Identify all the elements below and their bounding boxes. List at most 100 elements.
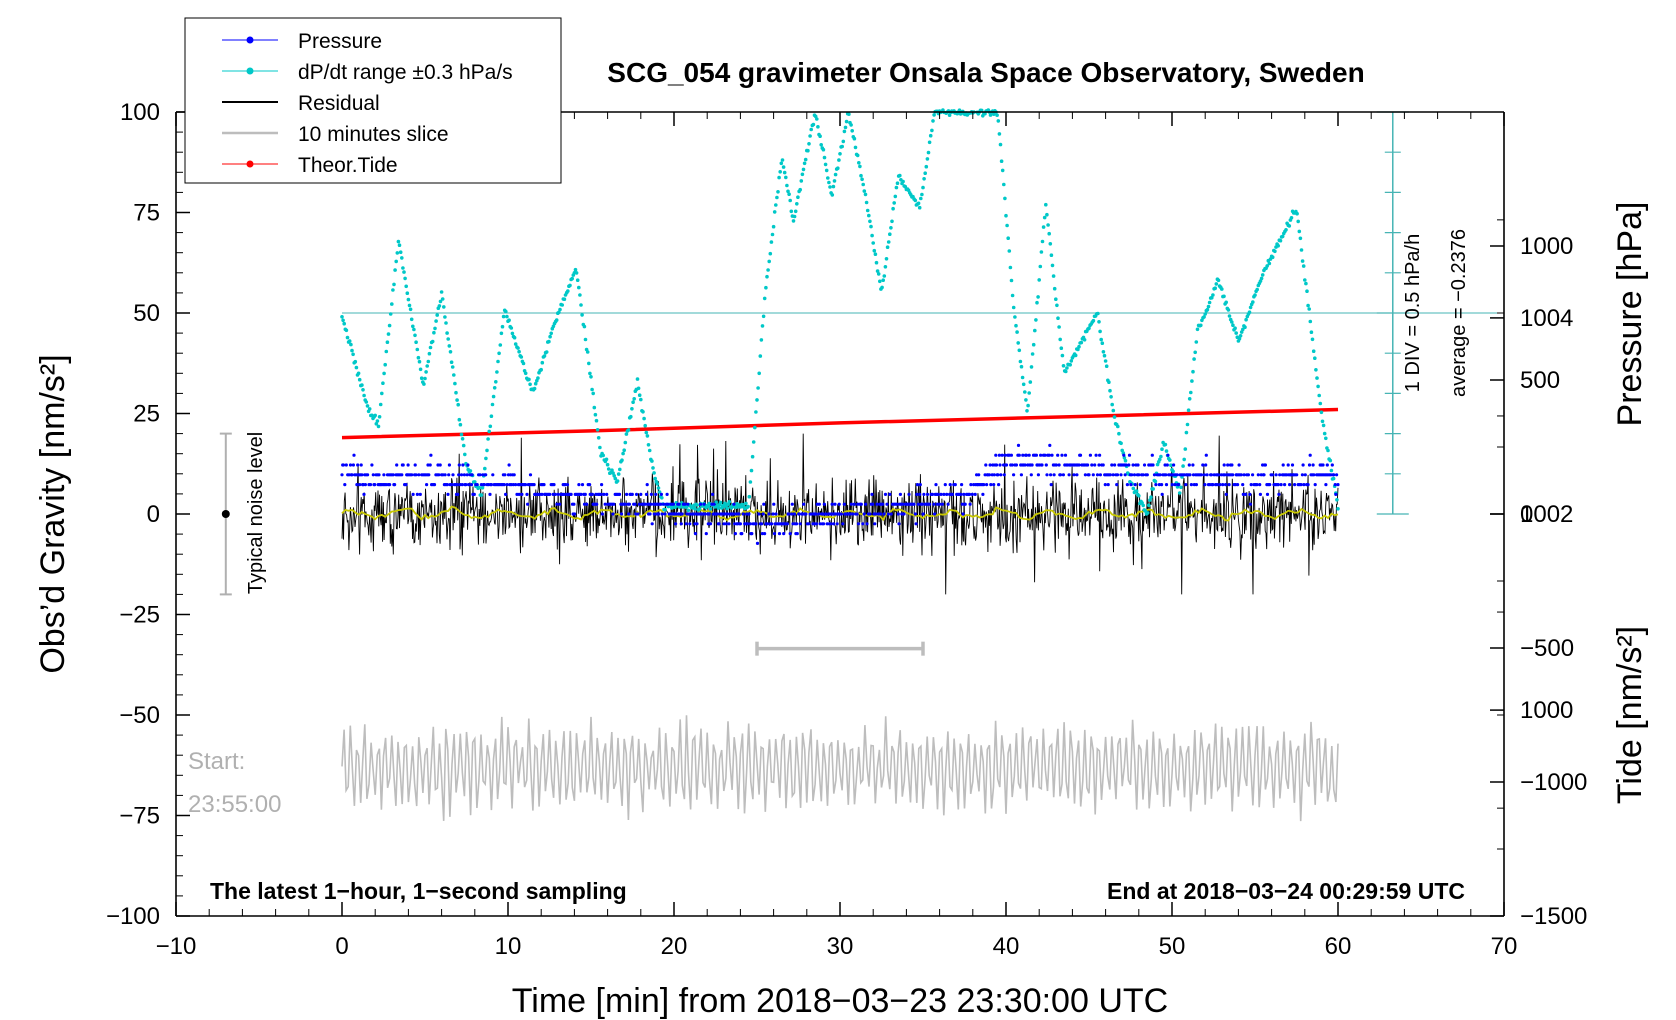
pressure-point (1221, 483, 1225, 487)
pressure-point (772, 502, 776, 506)
dpdt-point (1195, 327, 1200, 332)
dpdt-point (857, 161, 861, 165)
dpdt-point (388, 312, 393, 316)
pressure-point (356, 463, 360, 467)
dpdt-point (1181, 464, 1185, 468)
pressure-point (1067, 473, 1071, 477)
pressure-point (553, 492, 558, 496)
pressure-tick-label-2: 1004 (1520, 305, 1573, 332)
dpdt-point (874, 260, 879, 265)
dpdt-point (601, 453, 605, 458)
pressure-point (460, 483, 464, 487)
dpdt-point (919, 196, 923, 201)
dpdt-point (755, 398, 759, 402)
pressure-point (1039, 453, 1043, 457)
dpdt-point (853, 145, 858, 150)
dpdt-point (1055, 303, 1059, 308)
dpdt-point (868, 219, 872, 224)
dpdt-point (1239, 330, 1244, 334)
dpdt-point (533, 381, 538, 386)
pressure-axis-title: Pressure [hPa] (1611, 202, 1649, 427)
pressure-point (1325, 463, 1329, 467)
pressure-point (1154, 483, 1158, 487)
dpdt-point (1182, 457, 1186, 462)
pressure-point (1000, 453, 1004, 457)
dpdt-point (382, 371, 386, 376)
pressure-point (1002, 473, 1006, 477)
dpdt-point (560, 303, 564, 307)
pressure-point (360, 473, 364, 477)
pressure-point (447, 473, 451, 477)
dpdt-point (890, 219, 894, 224)
pressure-point (552, 483, 556, 487)
dpdt-point (843, 125, 848, 130)
pressure-point (1141, 473, 1145, 477)
pressure-point (388, 483, 392, 487)
dpdt-point (517, 349, 521, 354)
pressure-point (967, 492, 972, 496)
dpdt-point (594, 418, 599, 423)
pressure-point (562, 492, 566, 496)
dpdt-point (349, 342, 353, 347)
pressure-point (733, 532, 738, 536)
x-tick-label-0: −10 (156, 933, 197, 960)
dpdt-point (440, 297, 445, 301)
dpdt-point (873, 252, 878, 256)
pressure-point (934, 483, 938, 487)
pressure-point (942, 492, 946, 496)
x-tick-label-8: 70 (1491, 933, 1518, 960)
dpdt-point (596, 436, 601, 440)
pressure-point (787, 512, 791, 516)
dpdt-point (1191, 369, 1195, 374)
dpdt-point (1019, 364, 1024, 369)
dpdt-point (1003, 196, 1007, 201)
pressure-point (943, 483, 947, 487)
pressure-point (488, 492, 492, 496)
pressure-point (1299, 483, 1303, 487)
dpdt-point (916, 201, 921, 206)
dpdt-point (1179, 485, 1183, 490)
pressure-point (839, 512, 844, 516)
dpdt-point (473, 480, 477, 484)
pressure-point (1158, 473, 1162, 477)
pressure-point (1211, 483, 1215, 487)
dpdt-point (1009, 278, 1014, 283)
pressure-point (1108, 473, 1112, 477)
dpdt-point (1077, 344, 1081, 349)
dpdt-point (455, 398, 459, 402)
pressure-point (643, 502, 647, 506)
dpdt-point (1045, 212, 1049, 217)
dpdt-point (775, 195, 779, 200)
pressure-point (1191, 463, 1195, 467)
pressure-point (722, 522, 726, 526)
dpdt-point (727, 500, 732, 504)
dpdt-point (789, 209, 794, 214)
dpdt-point (1310, 337, 1315, 342)
pressure-point (344, 463, 348, 467)
dpdt-point (723, 501, 727, 506)
dpdt-point (947, 113, 952, 117)
dpdt-point (1244, 317, 1248, 322)
pressure-point (602, 492, 606, 496)
pressure-point (817, 502, 821, 506)
pressure-point (856, 522, 861, 526)
dpdt-point (624, 432, 629, 436)
pressure-point (1004, 463, 1009, 467)
axis-layer: −10 0 10 20 30 40 50 60 70−100−75−50−25025507510… (106, 99, 1587, 960)
dpdt-point (761, 314, 766, 319)
pressure-point (446, 492, 450, 496)
pressure-point (1209, 473, 1213, 477)
dpdt-point (1321, 423, 1326, 428)
dpdt-point (1101, 350, 1106, 354)
pressure-point (1204, 453, 1208, 457)
dpdt-point (1273, 249, 1277, 254)
dpdt-point (860, 177, 864, 182)
pressure-point (366, 473, 370, 477)
pressure-point (790, 502, 794, 506)
pressure-point (724, 522, 728, 526)
dpdt-point (917, 205, 922, 210)
dpdt-point (1320, 419, 1325, 424)
pressure-point (1231, 473, 1235, 477)
pressure-point (1029, 473, 1033, 477)
dpdt-point (1031, 342, 1036, 347)
